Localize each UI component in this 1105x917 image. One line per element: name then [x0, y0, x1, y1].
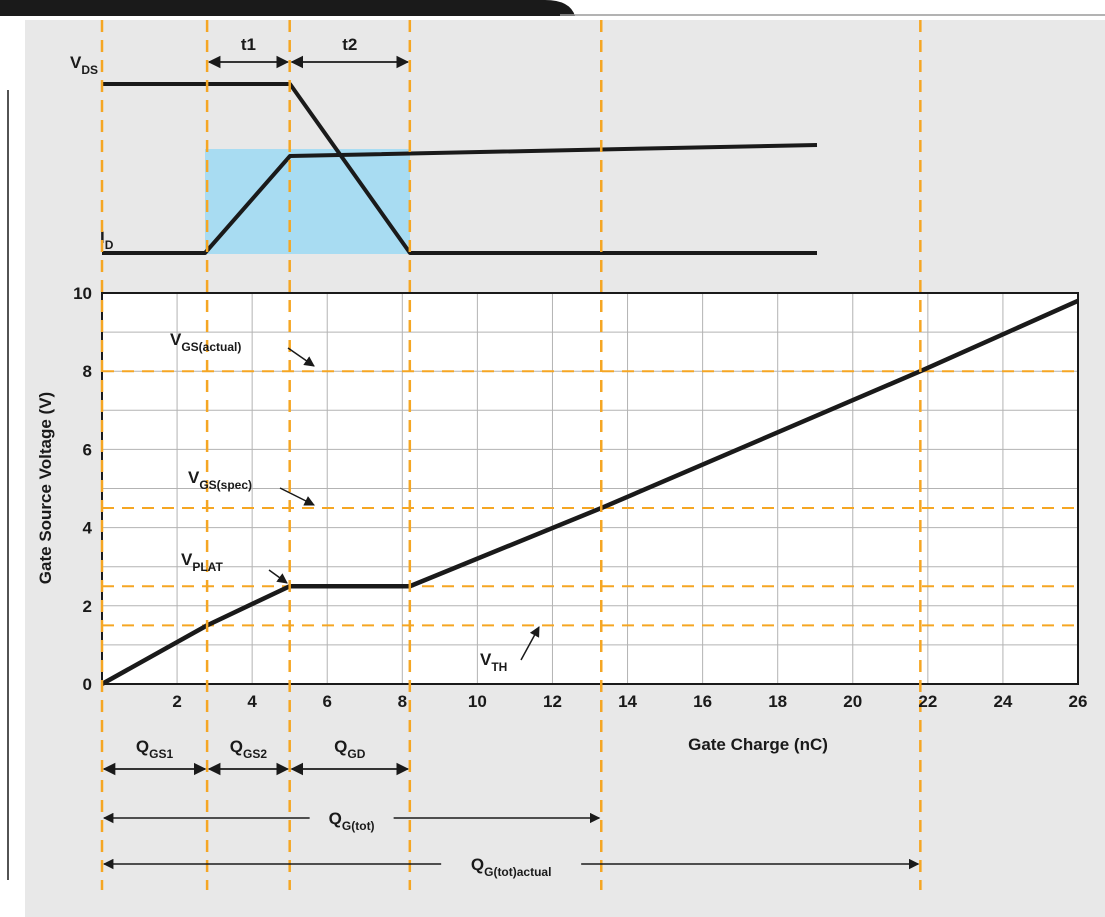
timing-label: t1: [241, 35, 256, 54]
interval-label: QGS2: [230, 737, 268, 761]
vds-label: VDS: [70, 53, 98, 77]
id-waveform: [102, 143, 818, 255]
reference-level-label: VTH: [480, 650, 507, 674]
y-axis-label: Gate Source Voltage (V): [36, 392, 55, 584]
y-tick-label: 6: [83, 440, 92, 459]
plot-area: [100, 292, 1079, 686]
leader-arrow: [520, 626, 540, 661]
y-tick-label: 10: [73, 284, 92, 303]
x-tick-label: 24: [993, 692, 1012, 711]
interval-label: QG(tot): [329, 809, 375, 833]
x-tick-label: 26: [1069, 692, 1088, 711]
x-axis-label: Gate Charge (nC): [688, 735, 828, 754]
x-tick-label: 22: [918, 692, 937, 711]
switching-waveforms: VDS ID t1 t2: [70, 35, 818, 255]
interval-label: QGD: [334, 737, 366, 761]
x-tick-label: 8: [398, 692, 407, 711]
grid-lines: [102, 293, 1078, 684]
y-tick-label: 4: [83, 519, 93, 538]
reference-charge-lines: [100, 20, 922, 890]
x-tick-label: 10: [468, 692, 487, 711]
timing-label: t2: [342, 35, 357, 54]
interval-label: QG(tot)actual: [471, 855, 552, 879]
charge-interval-markers: QGS1 QGS2 QGD QG(tot) QG(tot)actual: [102, 737, 920, 879]
x-tick-label: 20: [843, 692, 862, 711]
leader-arrow: [279, 487, 315, 506]
reference-level-labels: VGS(actual) VGS(spec) VPLAT VTH: [170, 330, 540, 674]
timing-intervals: t1 t2: [207, 35, 410, 69]
x-tick-label: 14: [618, 692, 637, 711]
x-tick-label: 6: [322, 692, 331, 711]
interval-label: QGS1: [136, 737, 174, 761]
switching-highlight: [205, 149, 410, 254]
reference-level-lines: [102, 370, 1078, 627]
x-tick-label: 12: [543, 692, 562, 711]
reference-level-label: VGS(actual): [170, 330, 241, 354]
leader-arrow: [287, 347, 315, 367]
leader-arrow: [268, 569, 288, 584]
vds-waveform: [102, 82, 817, 255]
x-tick-label: 16: [693, 692, 712, 711]
header-bar: [0, 0, 575, 16]
x-tick-label: 2: [172, 692, 181, 711]
id-label: ID: [100, 228, 114, 252]
reference-level-label: VPLAT: [181, 550, 223, 574]
y-tick-label: 8: [83, 362, 92, 381]
x-tick-label: 4: [247, 692, 257, 711]
x-tick-label: 18: [768, 692, 787, 711]
y-tick-label: 2: [83, 597, 92, 616]
reference-level-label: VGS(spec): [188, 468, 252, 492]
y-tick-label: 0: [83, 675, 92, 694]
